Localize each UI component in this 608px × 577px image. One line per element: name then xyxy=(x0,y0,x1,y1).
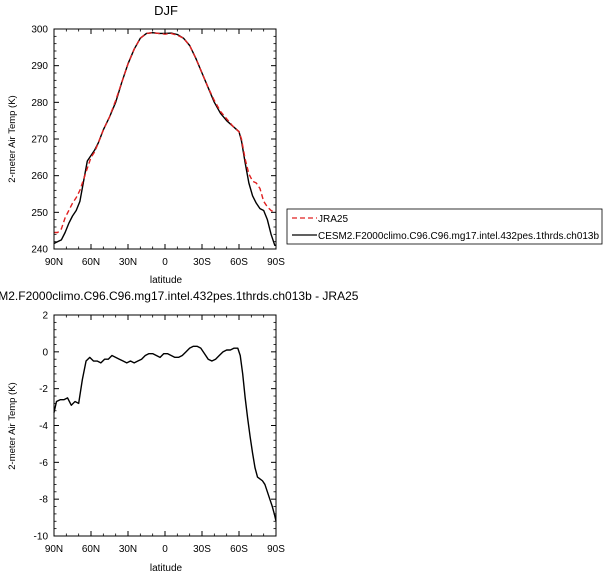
top-x-tick-label: 90N xyxy=(45,257,63,268)
bottom-y-tick-label: -8 xyxy=(39,495,48,506)
top-x-tick-label: 30S xyxy=(193,257,211,268)
top-y-tick-label: 260 xyxy=(31,171,48,182)
bottom-y-tick-label: -6 xyxy=(39,458,48,469)
top-chart-series-group xyxy=(53,31,276,247)
bottom-chart-axes: 90N 60N 30N 0 30S 60S 90S -10 -8 -6 -4 -2 0 2 xyxy=(34,311,286,556)
top-x-tick-label: 90S xyxy=(267,257,285,268)
bottom-y-tick-label: 0 xyxy=(42,347,48,358)
top-chart-axes: 90N 60N 30N 0 30S 60S 90S 240 250 260 270 280 290 300 xyxy=(31,25,285,269)
bottom-x-axis-label: latitude xyxy=(150,563,183,574)
legend-box xyxy=(286,208,603,245)
top-y-tick-label: 250 xyxy=(31,208,48,219)
top-y-tick-label: 280 xyxy=(31,98,48,109)
top-x-axis-label: latitude xyxy=(150,275,183,286)
top-y-axis-label: 2-meter Air Temp (K) xyxy=(7,95,18,182)
top-x-tick-label: 30N xyxy=(119,257,137,268)
legend-label-cesm2: CESM2.F2000climo.C96.C96.mg17.intel.432p… xyxy=(318,231,599,242)
top-y-tick-label: 290 xyxy=(31,61,48,72)
bottom-x-tick-label: 90S xyxy=(267,544,285,555)
top-x-tick-label: 60N xyxy=(82,257,100,268)
top-y-tick-label: 300 xyxy=(31,25,48,36)
bottom-x-tick-label: 60S xyxy=(230,544,248,555)
bottom-plot-frame xyxy=(53,314,277,537)
bottom-x-tick-label: 60N xyxy=(82,544,100,555)
bottom-chart: CESM2.F2000climo.C96.C96.mg17.intel.432p… xyxy=(0,289,359,574)
top-y-tick-label: 270 xyxy=(31,135,48,146)
bottom-y-tick-label: -4 xyxy=(39,421,48,432)
bottom-x-tick-label: 0 xyxy=(162,544,168,555)
top-x-tick-label: 0 xyxy=(162,257,168,268)
top-y-tick-label: 240 xyxy=(31,245,48,256)
bottom-y-tick-label: -10 xyxy=(34,532,49,543)
bottom-x-tick-label: 30S xyxy=(193,544,211,555)
legend: JRA25 CESM2.F2000climo.C96.C96.mg17.inte… xyxy=(286,208,603,245)
bottom-chart-title: CESM2.F2000climo.C96.C96.mg17.intel.432p… xyxy=(0,289,359,303)
bottom-x-tick-label: 90N xyxy=(45,544,63,555)
top-chart: DJF 90N 60N 30N 0 30S 60S 90S 240 250 260 270 280 29… xyxy=(7,3,603,286)
bottom-series-line-difference xyxy=(53,345,277,522)
top-series-line-cesm2 xyxy=(53,31,276,247)
top-x-tick-label: 60S xyxy=(230,257,248,268)
bottom-chart-series-group xyxy=(53,345,277,522)
bottom-y-tick-label: 2 xyxy=(42,311,48,322)
bottom-x-tick-label: 30N xyxy=(119,544,137,555)
top-series-line-jra25 xyxy=(54,31,276,234)
bottom-y-tick-label: -2 xyxy=(39,384,48,395)
top-chart-title: DJF xyxy=(154,3,178,18)
top-plot-frame xyxy=(53,28,277,250)
bottom-y-axis-label: 2-meter Air Temp (K) xyxy=(7,382,18,469)
legend-label-jra25: JRA25 xyxy=(318,214,348,225)
